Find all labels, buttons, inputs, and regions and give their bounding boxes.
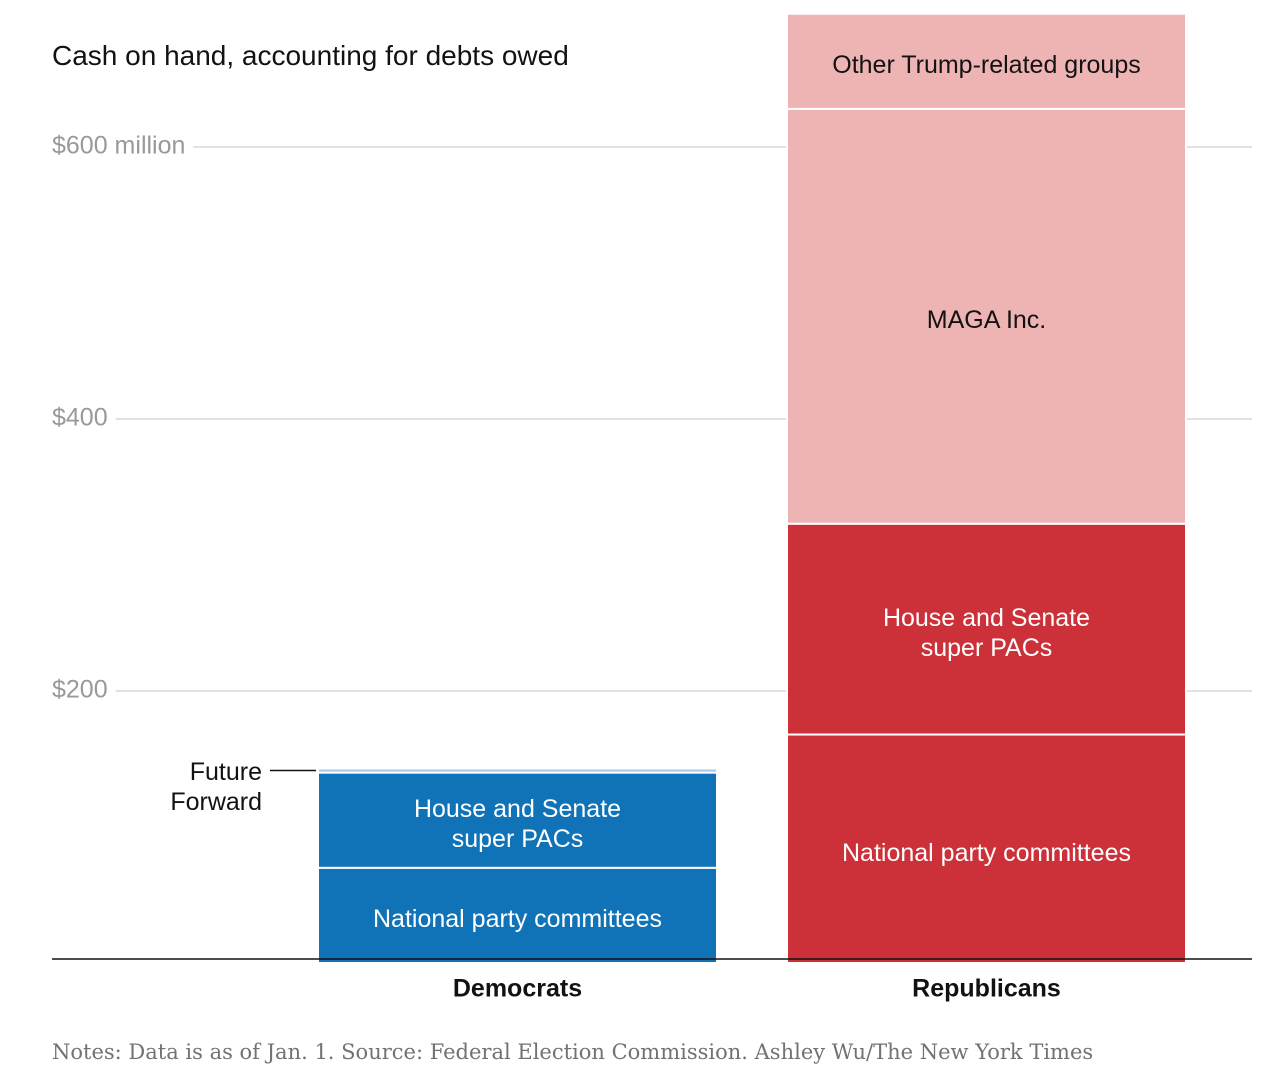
source-note: Notes: Data is as of Jan. 1. Source: Fed… bbox=[52, 1040, 1094, 1064]
y-tick-label: $400 bbox=[52, 404, 108, 432]
segment-label: House and Senate super PACs bbox=[882, 604, 1091, 663]
y-tick-label: $200 bbox=[52, 676, 108, 704]
bar-segment bbox=[786, 12, 1187, 110]
segment-label: National party committees bbox=[372, 905, 663, 934]
x-tick-label: Republicans bbox=[912, 975, 1061, 1003]
segment-label: National party committees bbox=[841, 838, 1132, 867]
bar-segment bbox=[786, 733, 1187, 965]
segment-label: Other Trump-related groups bbox=[832, 51, 1141, 80]
x-tick-label: Democrats bbox=[453, 975, 582, 1003]
chart-title: Cash on hand, accounting for debts owed bbox=[52, 40, 569, 71]
y-tick-label: $600 million bbox=[52, 132, 185, 160]
segment-label: House and Senate super PACs bbox=[413, 795, 622, 854]
bar-segment bbox=[786, 522, 1187, 736]
bar-segment bbox=[317, 866, 718, 964]
bar-segment bbox=[317, 771, 718, 869]
segment-label: Future Forward bbox=[170, 757, 262, 816]
bar-segment bbox=[786, 107, 1187, 525]
segment-label: MAGA Inc. bbox=[926, 306, 1047, 335]
bar-segment bbox=[317, 767, 718, 774]
